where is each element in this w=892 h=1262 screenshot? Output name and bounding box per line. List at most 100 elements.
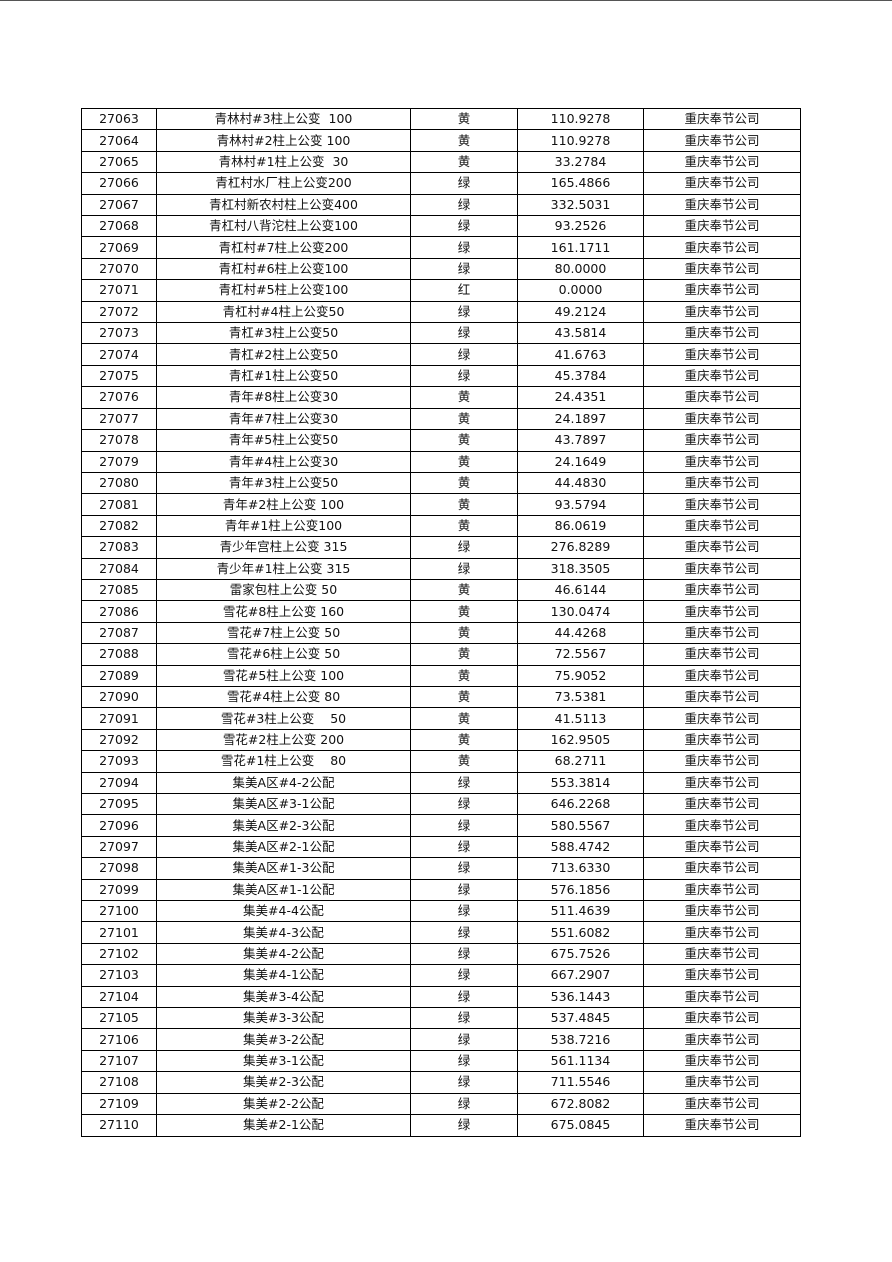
table-row: 27086 雪花#8柱上公变 160 黄 130.0474 重庆奉节公司 <box>81 600 801 623</box>
table-row: 27095 集美A区#3-1公配绿 646.2268 重庆奉节公司 <box>81 792 801 816</box>
company-cell: 重庆奉节公司 <box>643 236 801 259</box>
table-row: 27064 青林村#2柱上公变 100 黄 110.9278 重庆奉节公司 <box>81 129 801 152</box>
value-cell: 713.6330 <box>517 857 644 880</box>
transformer-name-cell: 集美#4-2公配 <box>156 942 411 966</box>
row-id-cell: 27074 <box>81 343 157 366</box>
value-cell: 130.0474 <box>517 600 644 623</box>
company-cell: 重庆奉节公司 <box>643 257 801 281</box>
transformer-name-cell: 集美A区#4-2公配 <box>156 771 411 795</box>
value-cell: 43.5814 <box>517 322 644 345</box>
table-row: 27101 集美#4-3公配绿 551.6082 重庆奉节公司 <box>81 921 801 944</box>
row-id-cell: 27080 <box>81 471 157 495</box>
table-row: 27066 青杠村水厂柱上公变200 绿 165.4866 重庆奉节公司 <box>81 172 801 195</box>
transformer-name-cell: 青林村#1柱上公变 30 <box>156 150 411 174</box>
transformer-name-cell: 雪花#3柱上公变 50 <box>156 707 411 730</box>
value-cell: 80.0000 <box>517 257 644 281</box>
table-row: 27096 集美A区#2-3公配绿 580.5567 重庆奉节公司 <box>81 814 801 837</box>
row-id-cell: 27076 <box>81 386 157 409</box>
transformer-name-cell: 集美A区#2-1公配 <box>156 835 411 859</box>
company-cell: 重庆奉节公司 <box>643 578 801 602</box>
table-row: 27106 集美#3-2公配绿 538.7216 重庆奉节公司 <box>81 1028 801 1051</box>
value-cell: 162.9505 <box>517 728 644 752</box>
value-cell: 43.7897 <box>517 429 644 452</box>
row-id-cell: 27063 <box>81 107 157 131</box>
transformer-name-cell: 青林村#2柱上公变 100 <box>156 129 411 152</box>
row-id-cell: 27069 <box>81 236 157 259</box>
row-id-cell: 27109 <box>81 1092 157 1116</box>
table-row: 27063 青林村#3柱上公变 100 黄 110.9278 重庆奉节公司 <box>81 107 801 131</box>
transformer-name-cell: 青杠村#6柱上公变100 <box>156 257 411 281</box>
row-id-cell: 27078 <box>81 429 157 452</box>
value-cell: 551.6082 <box>517 921 644 944</box>
row-id-cell: 27096 <box>81 814 157 837</box>
value-cell: 68.2711 <box>517 750 644 773</box>
status-color-cell: 绿 <box>410 1092 518 1116</box>
table-row: 27071 青杠村#5柱上公变100 红 0.0000 重庆奉节公司 <box>81 279 801 302</box>
status-color-cell: 黄 <box>410 685 518 709</box>
value-cell: 86.0619 <box>517 514 644 538</box>
company-cell: 重庆奉节公司 <box>643 792 801 816</box>
status-color-cell: 绿 <box>410 300 518 324</box>
row-id-cell: 27093 <box>81 750 157 773</box>
company-cell: 重庆奉节公司 <box>643 1028 801 1051</box>
value-cell: 41.6763 <box>517 343 644 366</box>
company-cell: 重庆奉节公司 <box>643 685 801 709</box>
transformer-name-cell: 青年#3柱上公变50 <box>156 471 411 495</box>
transformer-name-cell: 集美#3-4公配 <box>156 985 411 1009</box>
table-row: 27089 雪花#5柱上公变 100 黄 75.9052 重庆奉节公司 <box>81 664 801 687</box>
status-color-cell: 黄 <box>410 514 518 538</box>
table-row: 27099 集美A区#1-1公配绿 576.1856 重庆奉节公司 <box>81 878 801 902</box>
table-row: 27082 青年#1柱上公变100 黄 86.0619 重庆奉节公司 <box>81 514 801 538</box>
row-id-cell: 27103 <box>81 964 157 987</box>
value-cell: 24.1649 <box>517 450 644 473</box>
status-color-cell: 绿 <box>410 835 518 859</box>
table-row: 27074 青杠#2柱上公变50 绿 41.6763 重庆奉节公司 <box>81 343 801 366</box>
status-color-cell: 黄 <box>410 150 518 174</box>
row-id-cell: 27095 <box>81 792 157 816</box>
status-color-cell: 黄 <box>410 471 518 495</box>
status-color-cell: 黄 <box>410 129 518 152</box>
table-row: 27109 集美#2-2公配绿 672.8082 重庆奉节公司 <box>81 1092 801 1116</box>
status-color-cell: 黄 <box>410 600 518 623</box>
transformer-name-cell: 集美A区#2-3公配 <box>156 814 411 837</box>
transformer-name-cell: 青林村#3柱上公变 100 <box>156 107 411 131</box>
row-id-cell: 27084 <box>81 557 157 580</box>
company-cell: 重庆奉节公司 <box>643 407 801 431</box>
status-color-cell: 绿 <box>410 536 518 559</box>
value-cell: 0.0000 <box>517 279 644 302</box>
transformer-name-cell: 集美#2-1公配 <box>156 1114 411 1137</box>
transformer-name-cell: 青年#4柱上公变30 <box>156 450 411 473</box>
company-cell: 重庆奉节公司 <box>643 557 801 580</box>
status-color-cell: 绿 <box>410 557 518 580</box>
company-cell: 重庆奉节公司 <box>643 493 801 516</box>
value-cell: 72.5567 <box>517 643 644 666</box>
value-cell: 33.2784 <box>517 150 644 174</box>
table-row: 27102 集美#4-2公配绿 675.7526 重庆奉节公司 <box>81 942 801 966</box>
company-cell: 重庆奉节公司 <box>643 300 801 324</box>
company-cell: 重庆奉节公司 <box>643 621 801 645</box>
transformer-name-cell: 集美A区#1-1公配 <box>156 878 411 902</box>
company-cell: 重庆奉节公司 <box>643 1071 801 1094</box>
status-color-cell: 绿 <box>410 814 518 837</box>
table-row: 27083 青少年宫柱上公变 315 绿 276.8289 重庆奉节公司 <box>81 536 801 559</box>
transformer-name-cell: 青杠村水厂柱上公变200 <box>156 172 411 195</box>
company-cell: 重庆奉节公司 <box>643 1049 801 1073</box>
company-cell: 重庆奉节公司 <box>643 193 801 217</box>
status-color-cell: 绿 <box>410 193 518 217</box>
transformer-name-cell: 雪花#8柱上公变 160 <box>156 600 411 623</box>
table-row: 27091 雪花#3柱上公变 50 黄 41.5113 重庆奉节公司 <box>81 707 801 730</box>
company-cell: 重庆奉节公司 <box>643 728 801 752</box>
company-cell: 重庆奉节公司 <box>643 900 801 923</box>
row-id-cell: 27092 <box>81 728 157 752</box>
company-cell: 重庆奉节公司 <box>643 814 801 837</box>
status-color-cell: 绿 <box>410 1049 518 1073</box>
value-cell: 536.1443 <box>517 985 644 1009</box>
status-color-cell: 黄 <box>410 429 518 452</box>
company-cell: 重庆奉节公司 <box>643 172 801 195</box>
status-color-cell: 绿 <box>410 942 518 966</box>
row-id-cell: 27101 <box>81 921 157 944</box>
table-row: 27100 集美#4-4公配绿 511.4639 重庆奉节公司 <box>81 900 801 923</box>
transformer-name-cell: 青杠#2柱上公变50 <box>156 343 411 366</box>
transformer-name-cell: 青杠村#5柱上公变100 <box>156 279 411 302</box>
table-row: 27068 青杠村八背沱柱上公变100 绿 93.2526 重庆奉节公司 <box>81 215 801 238</box>
